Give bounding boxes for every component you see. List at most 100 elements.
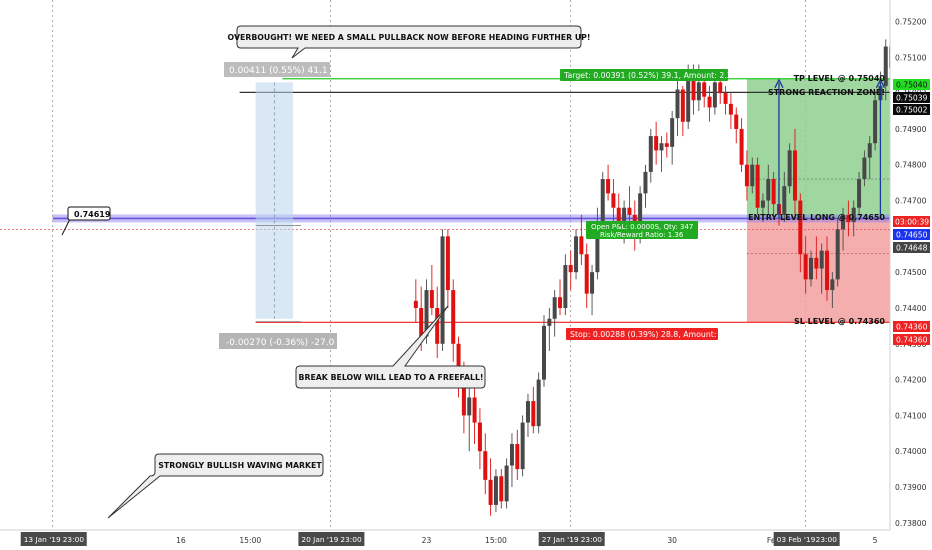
badge-tp: 0.75040 <box>896 81 928 90</box>
candle-body <box>568 265 573 273</box>
candle-body <box>445 236 450 291</box>
time-tick-label: 15:00 <box>239 536 261 545</box>
candle-body <box>493 476 498 505</box>
price-tick-label: 0.73800 <box>895 519 927 528</box>
callout-overbought[interactable]: OVERBOUGHT! WE NEED A SMALL PULLBACK NOW… <box>228 25 591 59</box>
callout-bullish[interactable]: STRONGLY BULLISH WAVING MARKET <box>107 453 324 519</box>
candle-body <box>846 214 851 223</box>
candle <box>483 433 488 495</box>
time-tick-label: 27 Jan '19 <box>542 535 579 544</box>
axis-badges: 0.75040 0.75039 0.75002 03:00:39 0.74650… <box>893 79 930 345</box>
time-tick-label: 20 Jan '19 <box>301 535 338 544</box>
candle <box>782 171 787 223</box>
price-tick-label: 0.75200 <box>895 17 927 26</box>
candle-body <box>536 379 541 427</box>
candle <box>525 393 530 437</box>
price-tick-label: 0.74200 <box>895 376 927 385</box>
candle-body <box>787 150 792 187</box>
arrow-head <box>774 78 784 89</box>
price-tick-label: 0.74000 <box>895 447 927 456</box>
candle-body <box>760 200 765 208</box>
candle-body <box>547 318 552 326</box>
callout-break-below[interactable]: BREAK BELOW WILL LEAD TO A FREEFALL! <box>295 305 486 389</box>
candle-body <box>659 143 664 151</box>
candle-body <box>654 136 659 151</box>
candle-body <box>606 179 611 194</box>
candle-body <box>664 143 669 147</box>
candle-body <box>515 444 520 470</box>
candle-body <box>509 444 514 466</box>
candle <box>846 200 851 237</box>
candle <box>579 214 584 265</box>
price-tick-label: 0.74400 <box>895 304 927 313</box>
candle <box>520 415 525 477</box>
candle-body <box>771 179 776 205</box>
candle <box>883 39 888 101</box>
candle-body <box>734 114 739 129</box>
target-info-box: Target: 0.00391 (0.52%) 39.1, Amount: 2.… <box>560 69 737 81</box>
price-tick-label: 0.74900 <box>895 125 927 134</box>
candle <box>803 236 808 294</box>
measure-down-text: -0.00270 (-0.36%) -27.0 <box>226 338 335 348</box>
candle-body <box>563 265 568 308</box>
candle <box>648 128 653 183</box>
price-tick-label: 0.74500 <box>895 268 927 277</box>
price-tick-label: 0.74700 <box>895 197 927 206</box>
candle <box>440 229 445 351</box>
candle <box>488 458 493 516</box>
badge-0-74648: 0.74648 <box>896 244 928 253</box>
candle <box>712 75 717 115</box>
candle-body <box>467 397 472 416</box>
candle <box>611 179 616 230</box>
measure-up-text: 0.00411 (0.55%) 41.1 <box>229 66 328 76</box>
arrow-up-1 <box>774 78 784 219</box>
candle <box>627 186 632 223</box>
candle <box>728 93 733 129</box>
candle-body <box>574 236 579 273</box>
candle-body <box>750 164 755 187</box>
candle-body <box>600 179 605 223</box>
candle <box>504 458 509 509</box>
pnl-text: Open P&L: 0.0000S, Qty: 347 <box>591 223 693 231</box>
target-arrows <box>774 78 886 219</box>
candle-body <box>766 179 771 201</box>
candle <box>841 207 846 251</box>
candle-body <box>883 46 888 86</box>
time-axis[interactable]: 13 Jan '19 23:00 16 15:00 20 Jan '19 23:00 23 1… <box>0 529 932 550</box>
pnl-info-box: Open P&L: 0.0000S, Qty: 347 Risk/Reward … <box>586 221 698 239</box>
candle-body <box>584 254 589 294</box>
candle <box>499 469 504 509</box>
candle <box>472 379 477 445</box>
measure-up-label: 0.00411 (0.55%) 41.1 <box>224 62 330 77</box>
candle <box>413 279 418 323</box>
candle <box>867 136 872 180</box>
candle-body <box>744 164 749 187</box>
candle-body <box>857 179 862 208</box>
candle-body <box>675 89 680 119</box>
candle-body <box>456 343 461 380</box>
candle-body <box>525 401 530 423</box>
measure-tool[interactable] <box>255 82 302 322</box>
candle <box>857 171 862 215</box>
candle-body <box>531 401 536 427</box>
candle <box>429 265 434 316</box>
target-info-text: Target: 0.00391 (0.52%) 39.1, Amount: 2.… <box>563 71 737 80</box>
candle-body <box>670 118 675 147</box>
candle-body <box>696 82 701 101</box>
price-flag-0-74619[interactable]: 0.74619 <box>61 206 111 236</box>
candle-body <box>429 290 434 308</box>
candle <box>451 279 456 362</box>
candle <box>755 157 760 215</box>
callout-overbought-text: OVERBOUGHT! WE NEED A SMALL PULLBACK NOW… <box>228 33 591 42</box>
candle <box>654 121 659 165</box>
candle <box>830 272 835 308</box>
time-tick-label: 16 <box>176 536 186 545</box>
candle <box>477 408 482 470</box>
badge-entry: 0.74650 <box>896 231 928 240</box>
candle-body <box>835 229 840 280</box>
candle-body <box>803 254 808 280</box>
candle-body <box>814 257 819 269</box>
candle-body <box>686 71 691 122</box>
measure-down-label: -0.00270 (-0.36%) -27.0 <box>219 333 337 349</box>
